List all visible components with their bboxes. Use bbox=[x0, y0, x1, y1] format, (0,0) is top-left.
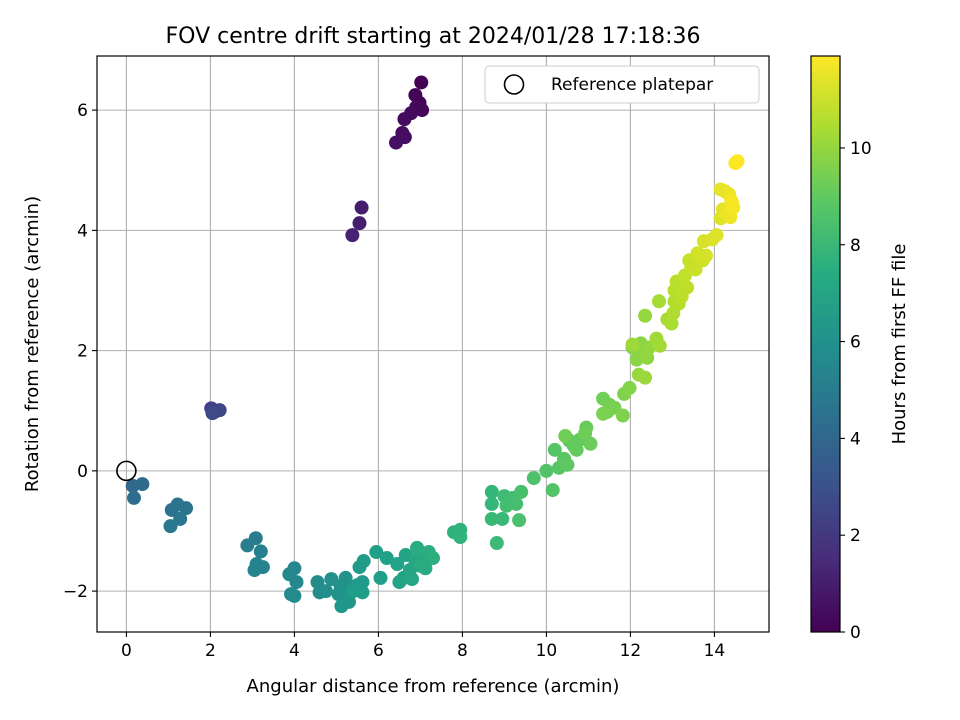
scatter-point bbox=[583, 436, 598, 451]
x-tick-label: 10 bbox=[536, 641, 558, 661]
scatter-point bbox=[318, 584, 333, 599]
x-tick-label: 14 bbox=[704, 641, 726, 661]
x-axis-ticks: 0 2 4 6 8 10 12 14 bbox=[121, 632, 725, 661]
scatter-point bbox=[356, 554, 371, 569]
x-axis-label: Angular distance from reference (arcmin) bbox=[247, 676, 620, 697]
colorbar-tick-label: 4 bbox=[850, 429, 861, 449]
scatter-point bbox=[205, 406, 220, 421]
legend-label: Reference platepar bbox=[551, 75, 713, 95]
y-axis-ticks: −2 0 2 4 6 bbox=[63, 101, 97, 602]
scatter-point bbox=[392, 575, 407, 590]
scatter-point bbox=[512, 513, 527, 528]
x-tick-label: 2 bbox=[205, 641, 216, 661]
scatter-point bbox=[369, 545, 384, 560]
scatter-point bbox=[526, 471, 541, 486]
scatter-point bbox=[345, 228, 360, 243]
scatter-point bbox=[638, 370, 653, 385]
scatter-point bbox=[410, 540, 425, 555]
x-tick-label: 8 bbox=[457, 641, 468, 661]
scatter-point bbox=[489, 536, 504, 551]
y-tick-label: 0 bbox=[77, 462, 88, 482]
y-tick-label: −2 bbox=[63, 582, 88, 602]
scatter-point bbox=[484, 511, 499, 526]
scatter-point bbox=[135, 477, 150, 492]
y-axis-label: Rotation from reference (arcmin) bbox=[22, 196, 43, 492]
scatter-point bbox=[390, 557, 405, 572]
scatter-points bbox=[125, 75, 745, 614]
x-tick-label: 12 bbox=[620, 641, 642, 661]
scatter-point bbox=[545, 483, 560, 498]
scatter-point bbox=[163, 519, 178, 534]
scatter-point bbox=[558, 428, 573, 443]
scatter-point bbox=[484, 484, 499, 499]
scatter-point bbox=[596, 406, 611, 421]
y-tick-label: 4 bbox=[77, 221, 88, 241]
scatter-point bbox=[547, 442, 562, 457]
scatter-point bbox=[126, 490, 141, 505]
scatter-point bbox=[651, 294, 666, 309]
reference-platepar-marker bbox=[116, 460, 137, 482]
scatter-point bbox=[699, 248, 713, 263]
scatter-point bbox=[173, 511, 188, 526]
scatter-point bbox=[709, 228, 724, 243]
colorbar-tick-label: 8 bbox=[850, 236, 861, 256]
scatter-point bbox=[426, 551, 440, 566]
scatter-point bbox=[389, 135, 404, 150]
scatter-point bbox=[514, 484, 529, 499]
colorbar-ticks: 0 2 4 6 8 10 bbox=[840, 139, 872, 643]
scatter-point bbox=[414, 75, 429, 90]
scatter-point bbox=[355, 575, 370, 590]
scatter-point bbox=[253, 544, 268, 559]
scatter-point bbox=[495, 511, 510, 526]
scatter-point bbox=[622, 380, 637, 395]
scatter-point bbox=[247, 563, 262, 578]
scatter-point bbox=[373, 570, 388, 585]
scatter-point bbox=[405, 572, 419, 587]
scatter-point bbox=[484, 496, 499, 511]
colorbar-label: Hours from first FF file bbox=[889, 244, 910, 445]
colorbar-tick-label: 2 bbox=[850, 526, 861, 546]
scatter-point bbox=[578, 426, 593, 441]
chart-title: FOV centre drift starting at 2024/01/28 … bbox=[166, 24, 701, 49]
scatter-point bbox=[509, 496, 524, 511]
y-tick-label: 6 bbox=[77, 101, 88, 121]
legend-marker bbox=[503, 74, 525, 95]
plot-frame bbox=[96, 55, 770, 633]
colorbar-tick-label: 0 bbox=[850, 623, 861, 643]
legend: Reference platepar bbox=[484, 65, 760, 104]
scatter-point bbox=[730, 154, 745, 169]
scatter-point bbox=[240, 538, 255, 553]
y-tick-label: 2 bbox=[77, 342, 88, 362]
scatter-point bbox=[413, 558, 428, 573]
colorbar-tick-label: 6 bbox=[850, 333, 861, 353]
scatter-point bbox=[338, 570, 353, 585]
scatter-point bbox=[342, 594, 356, 609]
scatter-point bbox=[638, 308, 653, 323]
scatter-point bbox=[539, 463, 554, 478]
grid bbox=[97, 56, 769, 632]
scatter-point bbox=[346, 584, 361, 599]
x-tick-label: 6 bbox=[373, 641, 384, 661]
x-tick-label: 0 bbox=[121, 641, 132, 661]
scatter-point bbox=[179, 501, 194, 516]
colorbar-tick-label: 10 bbox=[850, 139, 872, 159]
scatter-point bbox=[680, 280, 695, 295]
scatter-point bbox=[625, 337, 640, 352]
x-tick-label: 4 bbox=[289, 641, 300, 661]
scatter-point bbox=[289, 575, 304, 590]
legend-box bbox=[484, 65, 760, 104]
scatter-point bbox=[415, 103, 430, 118]
colorbar bbox=[810, 55, 841, 633]
scatter-point bbox=[453, 530, 468, 545]
scatter-point bbox=[354, 200, 369, 215]
scatter-point bbox=[397, 112, 412, 127]
scatter-point bbox=[652, 338, 667, 353]
scatter-point bbox=[379, 551, 394, 566]
scatter-point bbox=[352, 216, 367, 231]
scatter-point bbox=[615, 408, 630, 423]
scatter-point bbox=[560, 457, 575, 472]
scatter-point bbox=[725, 196, 740, 211]
scatter-point bbox=[287, 588, 302, 603]
